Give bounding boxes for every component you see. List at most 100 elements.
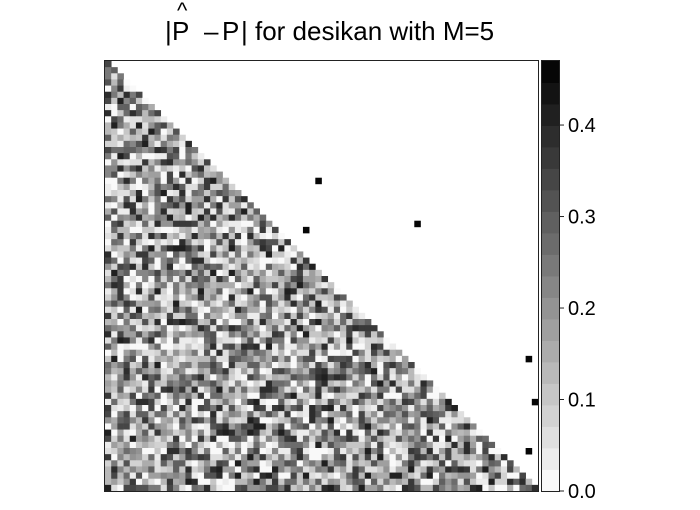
heatmap-cell [203,368,211,375]
heatmap-cell [197,288,205,295]
heatmap-cell [222,220,230,228]
heatmap-cell [296,478,304,486]
heatmap-cell [222,398,230,406]
heatmap-cell [451,405,458,412]
heatmap-cell [358,460,366,467]
heatmap-cell [166,220,174,228]
heatmap-cell [191,362,199,369]
heatmap-cell [197,411,205,418]
heatmap-cell [123,91,131,99]
heatmap-cell [154,368,162,375]
heatmap-cell [166,466,174,473]
heatmap-cell [105,202,112,209]
heatmap-cell [191,380,199,387]
heatmap-cell [259,312,267,320]
heatmap-cell [457,417,465,424]
heatmap-cell [253,435,260,443]
heatmap-cell [500,484,508,492]
heatmap-cell [228,454,236,461]
heatmap-cell [203,484,211,492]
heatmap-cell [173,343,180,351]
heatmap-cell [222,380,230,387]
heatmap-cell [148,165,155,172]
heatmap-cell [185,147,192,154]
heatmap-cell [179,263,186,271]
heatmap-cell [302,423,310,430]
heatmap-cell [420,417,428,424]
heatmap-cell [166,245,174,252]
heatmap-cell [408,386,415,394]
colorbar-tick-label: 0.4 [568,115,596,137]
heatmap-cell [216,435,223,443]
heatmap-cell [154,478,162,486]
heatmap-cell [197,190,205,197]
heatmap-cell [241,441,248,449]
heatmap-cell [135,466,143,473]
heatmap-cell [111,97,118,105]
heatmap-cell [370,374,378,381]
heatmap-cell [179,435,186,443]
heatmap-cell [482,478,489,486]
heatmap-cell [247,392,254,400]
heatmap-cell [389,429,397,437]
heatmap-cell [253,448,260,455]
heatmap-cell [445,429,452,437]
heatmap-cell [117,183,124,191]
heatmap-cell [241,343,248,351]
heatmap-cell [203,282,211,289]
colorbar-band [542,82,559,105]
heatmap-cell [148,319,155,326]
heatmap-cell [352,337,359,344]
heatmap-cell [432,405,440,412]
heatmap-cell [105,362,112,369]
heatmap-cell [129,392,137,400]
title-p-hat: P [172,16,190,46]
heatmap-cell [241,325,248,332]
heatmap-cell [185,140,192,148]
heatmap-cell [370,349,378,357]
colorbar-band [542,297,559,320]
heatmap-cell [185,153,192,160]
heatmap-cell [272,448,279,455]
heatmap-cell [352,374,359,381]
heatmap-cell [346,355,353,363]
heatmap-cell [247,263,254,271]
heatmap-cell [389,454,397,461]
heatmap-cell [228,214,236,222]
heatmap-cell [377,374,384,381]
heatmap-cell [259,411,267,418]
heatmap-cell [210,233,217,240]
heatmap-cell [364,429,372,437]
heatmap-cell [358,337,366,344]
heatmap-cell [216,460,223,467]
heatmap-cell [135,417,143,424]
heatmap-cell [253,349,260,357]
heatmap-cell [346,386,353,394]
heatmap-cell [111,245,118,252]
heatmap-cell [228,368,236,375]
heatmap-cell [247,398,254,406]
heatmap-cell [166,306,174,314]
heatmap-cell [154,177,162,185]
heatmap-cell [160,177,168,185]
heatmap-cell [253,454,260,461]
heatmap-cell [210,411,217,418]
heatmap-cell [197,435,205,443]
heatmap-cell [228,294,236,301]
heatmap-cell [135,183,143,191]
heatmap-cell [105,134,112,142]
heatmap-cell [327,435,335,443]
heatmap-cell [451,435,458,443]
heatmap-cell [154,202,162,209]
heatmap-cell [191,269,199,277]
heatmap-cell [333,386,341,394]
heatmap-cell [247,312,254,320]
heatmap-cell [117,116,124,123]
heatmap-cell [383,435,390,443]
heatmap-cell [241,448,248,455]
heatmap-cell [216,411,223,418]
heatmap-cell [185,362,192,369]
heatmap-cell [105,269,112,277]
heatmap-cell [284,448,291,455]
heatmap-cell [142,355,149,363]
